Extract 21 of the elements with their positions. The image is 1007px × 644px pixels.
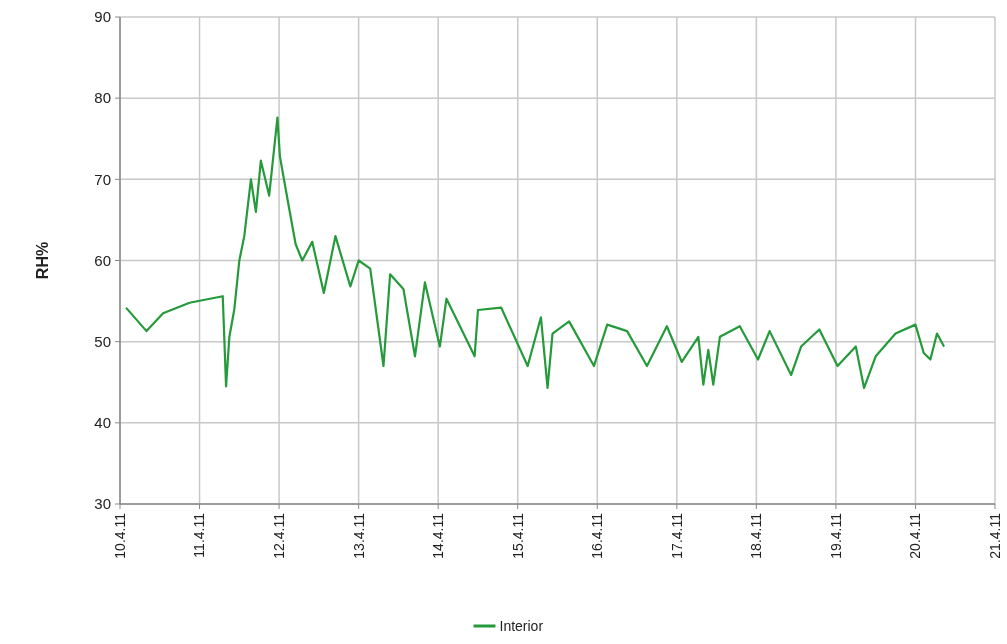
x-tick-label: 16.4.11: [589, 512, 606, 559]
y-tick-label: 90: [94, 8, 111, 26]
y-tick-label: 30: [94, 495, 111, 513]
x-tick-label: 10.4.11: [111, 512, 128, 559]
y-tick-label: 60: [94, 251, 111, 269]
y-tick-label: 80: [94, 89, 111, 107]
x-tick-label: 12.4.11: [270, 512, 287, 559]
x-tick-label: 15.4.11: [509, 512, 526, 559]
x-tick-label: 20.4.11: [907, 512, 924, 559]
x-tick-label: 17.4.11: [668, 512, 685, 559]
x-tick-label: 21.4.11: [986, 512, 1003, 559]
y-axis-title: RH%: [34, 241, 51, 280]
y-tick-label: 70: [94, 170, 111, 188]
x-tick-label: 18.4.11: [748, 512, 765, 559]
x-tick-label: 19.4.11: [827, 512, 844, 559]
y-tick-label: 50: [94, 332, 111, 350]
x-tick-label: 14.4.11: [430, 512, 447, 559]
legend-label: Interior: [499, 617, 544, 634]
x-tick-label: 11.4.11: [191, 512, 208, 558]
y-tick-label: 40: [94, 414, 111, 432]
x-tick-label: 13.4.11: [350, 512, 367, 559]
